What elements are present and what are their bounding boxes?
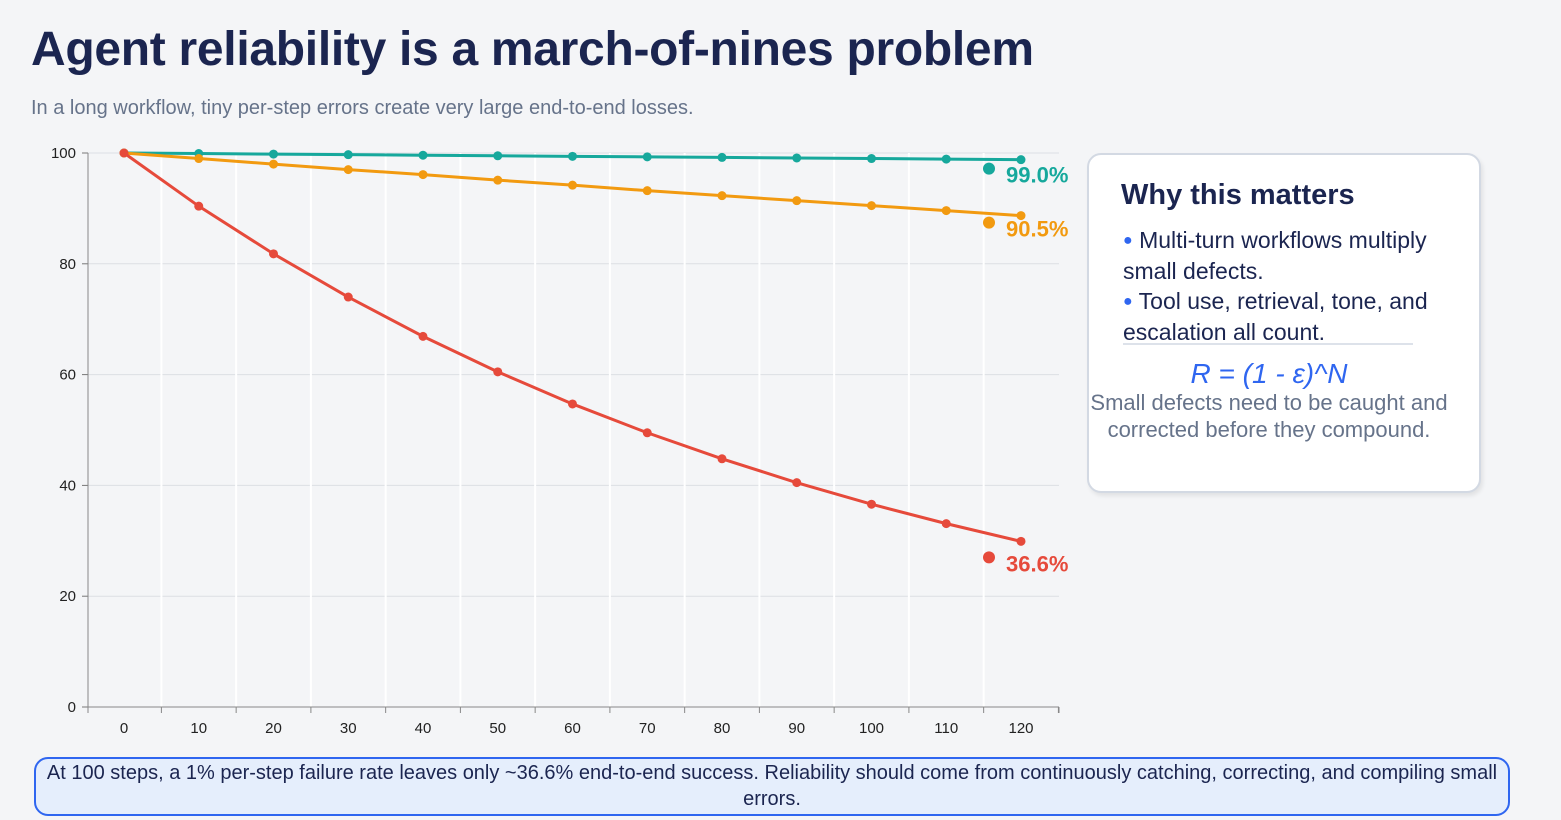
- data-point: [568, 151, 577, 161]
- subtitle: In a long workflow, tiny per-step errors…: [31, 97, 694, 119]
- data-point: [867, 201, 876, 211]
- data-point: [792, 153, 802, 163]
- series-line: [123, 151, 1022, 543]
- x-tick-label: 10: [190, 720, 207, 737]
- x-tick-label: 20: [265, 720, 282, 737]
- end-label: 99.0%: [1006, 163, 1068, 188]
- data-point: [269, 149, 278, 159]
- x-tick-label: 30: [340, 720, 357, 737]
- data-point: [418, 331, 428, 341]
- x-tick-label: 60: [564, 720, 581, 737]
- x-tick-label: 70: [639, 720, 656, 737]
- data-point: [343, 165, 353, 175]
- formula: R = (1 - ε)^N: [1190, 358, 1348, 389]
- bullet-item: ● Tool use, retrieval, tone, and escalat…: [1123, 286, 1443, 347]
- data-point: [941, 154, 951, 164]
- data-point: [642, 428, 652, 438]
- page-title: Agent reliability is a march-of-nines pr…: [31, 23, 1034, 76]
- data-point: [269, 249, 278, 259]
- why-this-matters-card: Why this matters ● Multi-turn workflows …: [1087, 153, 1481, 493]
- y-tick-label: 100: [51, 145, 76, 162]
- y-tick-label: 60: [59, 367, 76, 384]
- y-tick-label: 20: [59, 588, 76, 605]
- x-tick-label: 100: [859, 720, 884, 737]
- data-point: [941, 519, 951, 529]
- data-point: [568, 399, 577, 409]
- end-label-marker: [983, 551, 995, 564]
- y-tick-label: 40: [59, 477, 76, 494]
- bullet-item: ● Multi-turn workflows multiply small de…: [1123, 225, 1443, 286]
- data-point: [269, 159, 278, 169]
- card-bullets: ● Multi-turn workflows multiply small de…: [1123, 225, 1443, 347]
- x-tick-label: 0: [120, 720, 128, 737]
- end-label: 90.5%: [1006, 217, 1068, 242]
- card-divider: [1123, 343, 1413, 345]
- data-point: [1016, 211, 1026, 221]
- data-point: [343, 150, 353, 160]
- data-point: [493, 367, 503, 377]
- data-point: [717, 454, 727, 464]
- bullet-icon: ●: [1123, 293, 1133, 310]
- data-point: [343, 292, 353, 302]
- card-note: Small defects need to be caught and corr…: [1090, 390, 1448, 442]
- data-point: [194, 154, 204, 164]
- data-point: [194, 201, 204, 211]
- bullet-text: Tool use, retrieval, tone, and escalatio…: [1123, 288, 1428, 345]
- data-point: [493, 151, 503, 161]
- data-point: [418, 170, 428, 180]
- data-point: [568, 180, 577, 190]
- x-tick-label: 40: [415, 720, 432, 737]
- data-point: [717, 191, 727, 201]
- x-tick-label: 120: [1008, 720, 1033, 737]
- bullet-icon: ●: [1123, 232, 1133, 249]
- bullet-text: Multi-turn workflows multiply small defe…: [1123, 227, 1427, 284]
- data-point: [119, 148, 129, 158]
- data-point: [642, 186, 652, 196]
- data-point: [1016, 536, 1026, 546]
- end-label-marker: [983, 162, 995, 175]
- data-point: [1016, 155, 1026, 165]
- data-point: [717, 152, 727, 162]
- x-tick-label: 90: [788, 720, 805, 737]
- data-point: [792, 478, 802, 488]
- end-label: 36.6%: [1006, 551, 1068, 576]
- x-tick-label: 110: [934, 720, 958, 737]
- data-point: [792, 196, 802, 206]
- y-tick-label: 0: [68, 699, 76, 716]
- data-point: [493, 175, 503, 185]
- data-point: [642, 152, 652, 162]
- footer-callout: At 100 steps, a 1% per-step failure rate…: [34, 757, 1510, 816]
- end-label-marker: [983, 216, 995, 229]
- card-heading: Why this matters: [1121, 179, 1355, 211]
- data-point: [867, 499, 876, 509]
- data-point: [941, 206, 951, 216]
- data-point: [418, 150, 428, 160]
- y-tick-label: 80: [59, 256, 76, 273]
- data-point: [867, 154, 876, 164]
- x-tick-label: 80: [714, 720, 731, 737]
- x-tick-label: 50: [489, 720, 506, 737]
